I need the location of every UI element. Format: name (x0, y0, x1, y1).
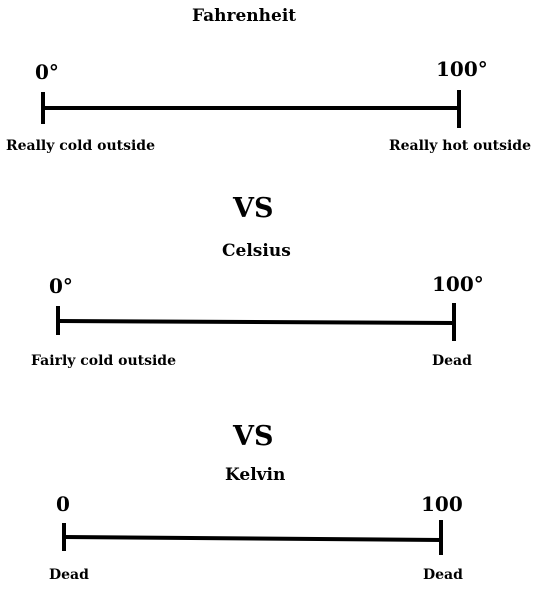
fahrenheit-low-value: 0° (35, 60, 59, 84)
fahrenheit-title: Fahrenheit (192, 6, 297, 26)
kelvin-low-value: 0 (56, 492, 70, 516)
kelvin-high-caption: Dead (423, 567, 463, 583)
vs-separator-1: VS (233, 193, 274, 224)
celsius-bar (57, 319, 455, 325)
fahrenheit-high-value: 100° (436, 57, 488, 81)
fahrenheit-scale-line (41, 90, 461, 128)
kelvin-high-value: 100 (421, 492, 463, 516)
celsius-low-caption: Fairly cold outside (31, 353, 176, 369)
celsius-high-value: 100° (432, 272, 484, 296)
fahrenheit-low-caption: Really cold outside (6, 138, 155, 154)
kelvin-scale-line (62, 520, 443, 555)
celsius-scale-line (56, 303, 456, 341)
celsius-low-value: 0° (49, 274, 73, 298)
fahrenheit-high-caption: Really hot outside (389, 138, 531, 154)
kelvin-low-caption: Dead (49, 567, 89, 583)
kelvin-title: Kelvin (225, 465, 286, 485)
celsius-high-caption: Dead (432, 353, 472, 369)
celsius-title: Celsius (222, 241, 291, 261)
kelvin-bar (63, 535, 442, 542)
vs-separator-2: VS (233, 421, 274, 452)
